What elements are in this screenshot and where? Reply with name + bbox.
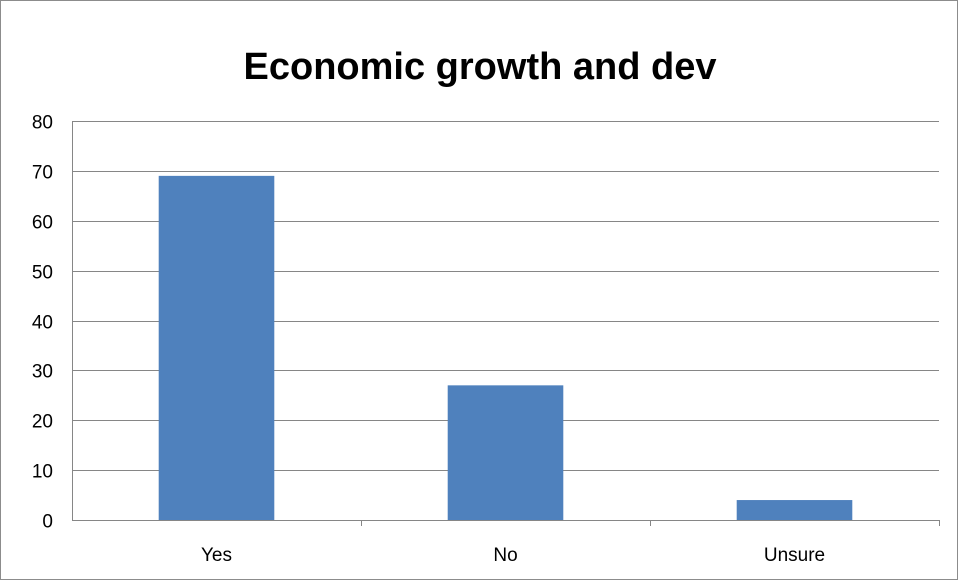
x-tick-label: Unsure: [764, 545, 825, 566]
bars: [158, 175, 853, 521]
y-tick-label: 20: [32, 412, 53, 433]
y-tick-label: 0: [42, 512, 53, 533]
y-tick-label: 10: [32, 462, 53, 483]
y-tick-label: 60: [32, 213, 53, 234]
bar-yes: [158, 175, 275, 521]
y-tick-label: 30: [32, 362, 53, 383]
y-axis-tick-labels: 0 10 20 30 40 50 60 70 80: [32, 113, 53, 533]
x-tick-label: Yes: [201, 545, 232, 566]
y-tick-label: 40: [32, 313, 53, 334]
y-tick-label: 50: [32, 263, 53, 284]
axes: [72, 121, 940, 526]
y-tick-label: 80: [32, 113, 53, 134]
x-tick-label: No: [493, 545, 517, 566]
x-axis-tick-labels: Yes No Unsure: [201, 545, 825, 566]
chart-title: Economic growth and dev: [244, 46, 717, 88]
bar-no: [447, 385, 564, 520]
bar-unsure: [736, 500, 853, 520]
y-tick-label: 70: [32, 163, 53, 184]
